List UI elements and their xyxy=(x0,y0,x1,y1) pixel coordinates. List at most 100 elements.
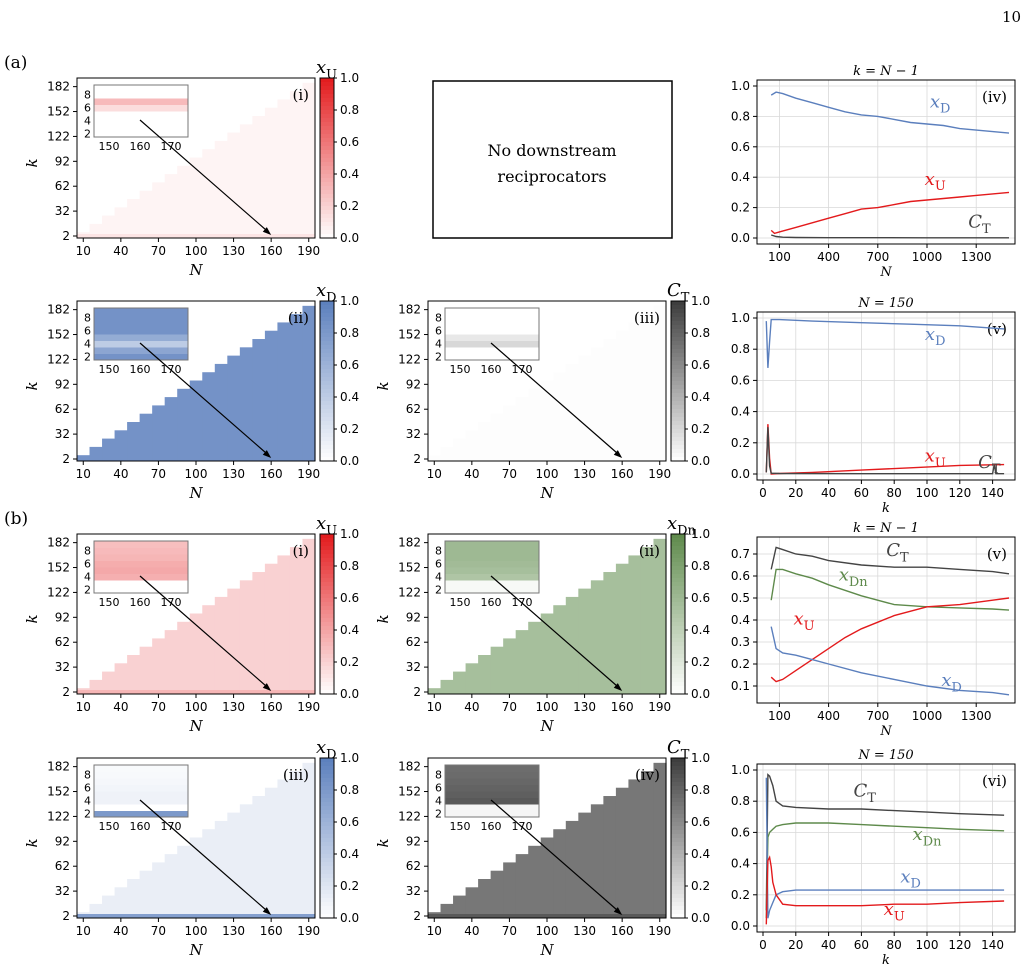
colorbar-step xyxy=(320,94,334,99)
colorbar-step xyxy=(320,190,334,195)
heat-column xyxy=(202,829,216,918)
colorbar-tick-label: 0.0 xyxy=(340,231,359,245)
inset-row xyxy=(94,771,188,779)
colorbar-step xyxy=(320,558,334,563)
x-tick-label: 700 xyxy=(866,709,889,723)
colorbar-tick-label: 1.0 xyxy=(340,294,359,308)
colorbar-step xyxy=(671,758,685,763)
heatmap-b-iii: 10 40 70 100 130 160 1902326292122152182Nk(iii… xyxy=(23,737,359,959)
colorbar-step xyxy=(320,389,334,394)
colorbar-step xyxy=(320,337,334,342)
heat-column xyxy=(553,829,567,918)
colorbar-step xyxy=(320,126,334,131)
heat-column xyxy=(264,330,279,461)
panel-b-label: (b) xyxy=(4,509,28,529)
colorbar-step xyxy=(320,345,334,350)
inset-arrow-head xyxy=(613,450,623,458)
colorbar-step xyxy=(671,409,685,414)
colorbar-step xyxy=(320,570,334,575)
series-label-C_T: CT xyxy=(978,452,1001,477)
colorbar-step xyxy=(320,90,334,95)
x-axis-label: N xyxy=(188,717,203,735)
colorbar-step xyxy=(320,554,334,559)
colorbar-step xyxy=(671,626,685,631)
inset-row xyxy=(445,353,539,361)
heat-column xyxy=(102,215,116,238)
heat-column xyxy=(640,771,655,918)
y-tick-label: 182 xyxy=(398,760,421,774)
x-tick-label: 40 xyxy=(464,700,479,714)
colorbar-step xyxy=(671,790,685,795)
heat-column xyxy=(252,116,266,238)
inset-y-tick-label: 6 xyxy=(84,102,91,115)
colorbar-step xyxy=(671,770,685,775)
inset-row xyxy=(94,541,188,548)
no-downstream-box: No downstream reciprocators xyxy=(432,80,673,239)
colorbar-step xyxy=(671,321,685,326)
inset-row xyxy=(94,810,188,818)
colorbar-step xyxy=(320,642,334,647)
colorbar-step xyxy=(320,421,334,426)
inset-y-tick-label: 8 xyxy=(435,769,442,782)
heat-column xyxy=(189,613,203,694)
colorbar-step xyxy=(320,445,334,450)
colorbar-step xyxy=(320,377,334,382)
colorbar-tick-label: 0.6 xyxy=(340,815,359,829)
series-line-C_T xyxy=(770,234,1009,239)
heat-column xyxy=(102,438,116,461)
x-axis-label: k xyxy=(882,501,890,516)
colorbar-step xyxy=(671,441,685,446)
colorbar-step xyxy=(320,401,334,406)
x-tick-label: 40 xyxy=(113,467,128,481)
colorbar-tick-label: 0.0 xyxy=(691,454,710,468)
colorbar-step xyxy=(320,778,334,783)
colorbar-tick-label: 0.4 xyxy=(340,390,359,404)
heat-column xyxy=(189,157,203,238)
x-tick-label: 140 xyxy=(981,486,1004,500)
inset-y-tick-label: 8 xyxy=(84,89,91,102)
panel-tag: (ii) xyxy=(288,309,309,327)
colorbar-step xyxy=(320,118,334,123)
colorbar-step xyxy=(320,441,334,446)
y-tick-label: 182 xyxy=(47,80,70,94)
colorbar-tick-label: 0.6 xyxy=(340,358,359,372)
heat-column xyxy=(478,655,492,694)
inset-row xyxy=(445,541,539,548)
colorbar-step xyxy=(671,377,685,382)
inset-y-tick-label: 8 xyxy=(84,545,91,558)
panel-tag: (i) xyxy=(292,542,309,560)
inset-row xyxy=(94,765,188,772)
colorbar-step xyxy=(320,110,334,115)
x-tick-label: 100 xyxy=(185,467,208,481)
colorbar-step xyxy=(320,842,334,847)
inset: 2468150160170 xyxy=(435,764,540,833)
colorbar-step xyxy=(671,373,685,378)
colorbar-step xyxy=(320,373,334,378)
heat-column xyxy=(127,199,141,238)
colorbar-step xyxy=(671,393,685,398)
heat-column xyxy=(590,347,604,461)
series-label-x_D: xD xyxy=(925,324,946,349)
x-tick-label: 80 xyxy=(887,486,902,500)
heat-column xyxy=(139,413,153,461)
colorbar-step xyxy=(320,662,334,667)
colorbar-tick-label: 0.4 xyxy=(691,623,710,637)
heat-bottom-row xyxy=(77,914,315,918)
x-tick-label: 140 xyxy=(981,938,1004,952)
series-label-x_U: xU xyxy=(925,446,946,471)
colorbar-step xyxy=(320,309,334,314)
linechart-b-vi: 0 20 40 60 80 100 120 140 0.0 0.2 0.4 0.6 0.8 1.0 k N =… xyxy=(731,748,1016,968)
colorbar-step xyxy=(320,417,334,422)
panel-tag: (iv) xyxy=(635,766,660,784)
y-tick-label: 92 xyxy=(55,154,70,168)
inset-arrow-line xyxy=(139,342,268,455)
heat-column xyxy=(152,638,166,694)
heat-column xyxy=(164,397,178,461)
x-tick-label: 100 xyxy=(768,709,791,723)
y-tick-label: 1.0 xyxy=(731,763,750,777)
heat-column xyxy=(653,538,667,694)
x-tick-label: 10 xyxy=(76,700,91,714)
colorbar-step xyxy=(671,566,685,571)
colorbar-step xyxy=(320,102,334,107)
